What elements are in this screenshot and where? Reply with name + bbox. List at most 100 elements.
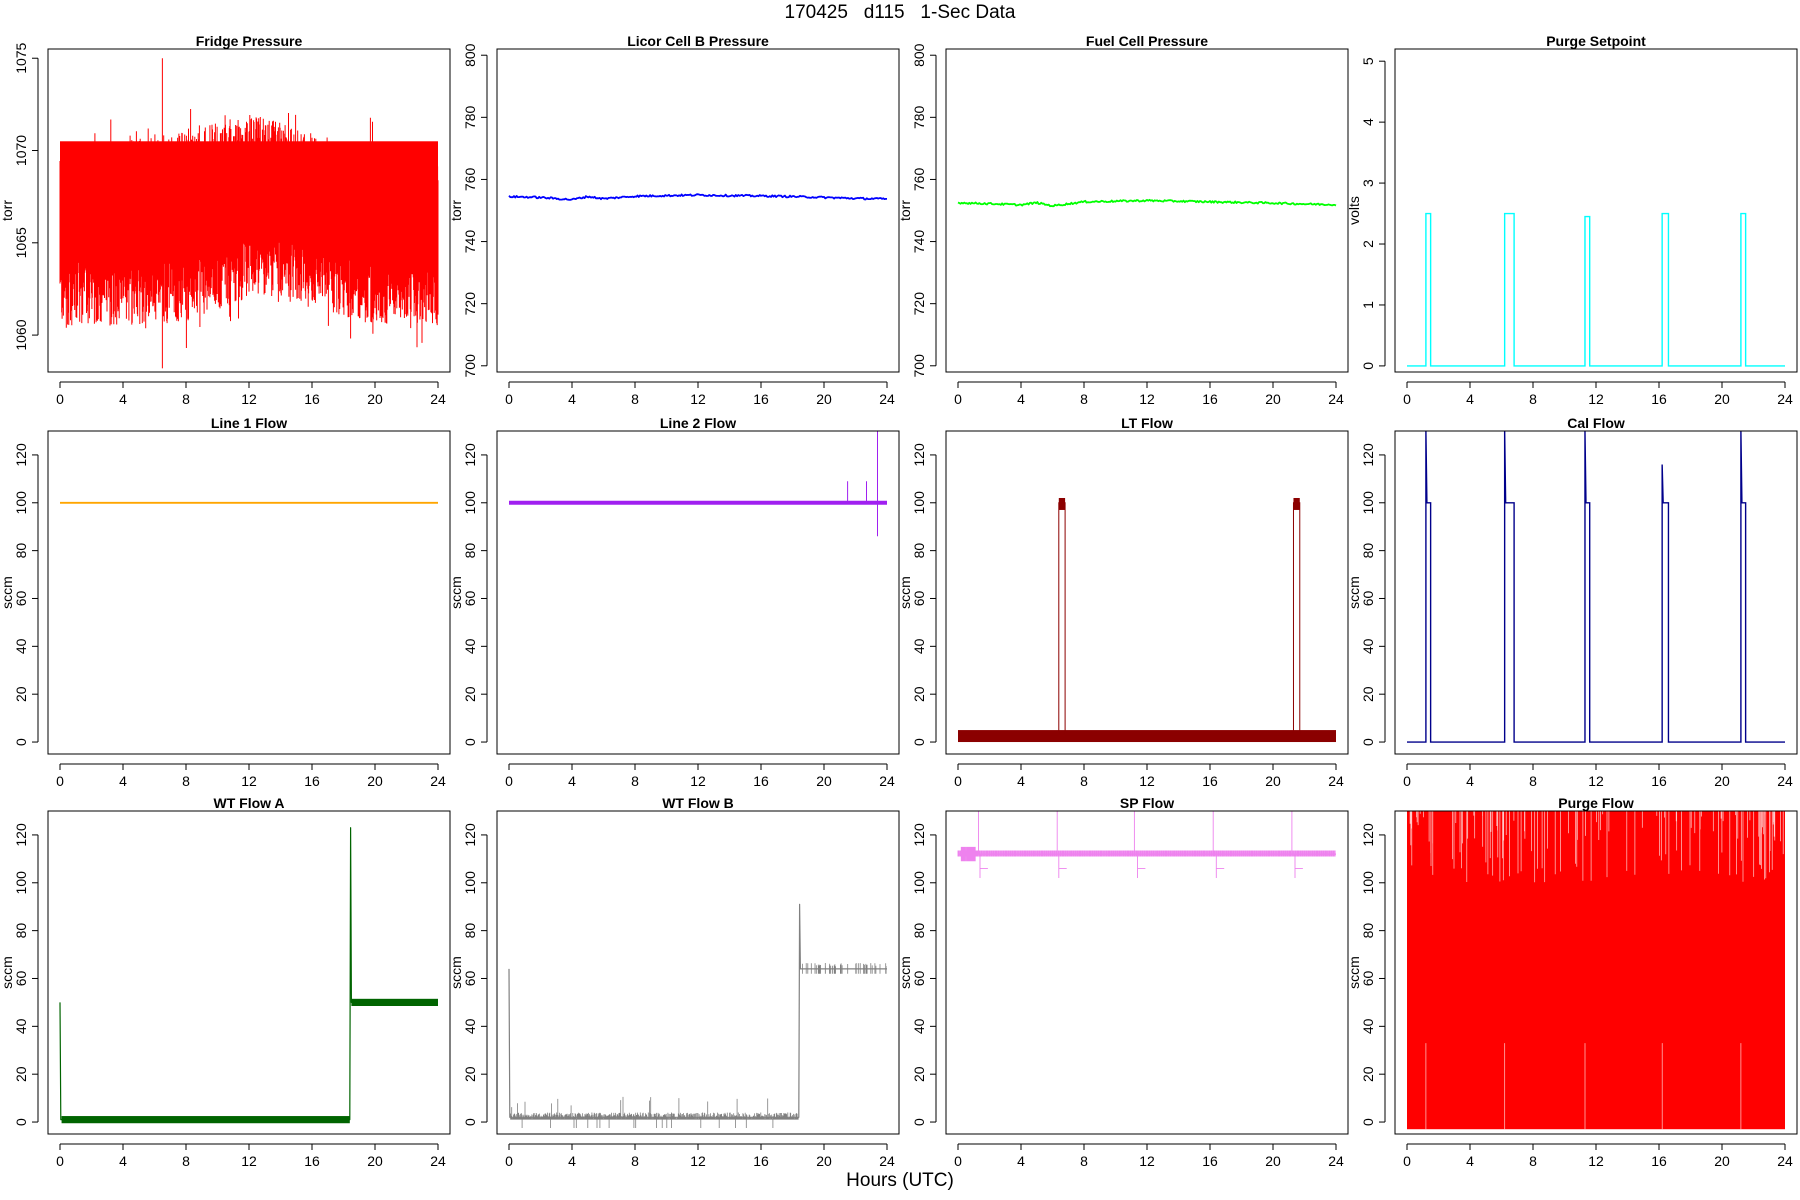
y-tick-label: 760 (911, 168, 927, 192)
panel-title: Line 1 Flow (211, 415, 287, 431)
x-tick-label: 8 (1529, 391, 1537, 407)
x-tick-label: 8 (182, 1153, 190, 1169)
x-tick-label: 20 (1265, 773, 1281, 789)
y-tick-label: 120 (1360, 443, 1376, 467)
x-tick-label: 24 (430, 391, 446, 407)
y-tick-label: 0 (911, 1118, 927, 1126)
x-tick-label: 16 (304, 773, 320, 789)
x-tick-label: 4 (119, 773, 127, 789)
series-line (508, 193, 887, 201)
x-tick-label: 8 (631, 391, 639, 407)
y-tick-label: 1 (1360, 301, 1376, 309)
plot-area (508, 903, 887, 1128)
fill-band (1407, 811, 1785, 1130)
x-tick-label: 12 (690, 1153, 706, 1169)
x-tick-label: 20 (1265, 391, 1281, 407)
plot-frame (1394, 810, 1798, 1135)
y-tick-label: 700 (911, 354, 927, 378)
y-tick-label: 100 (13, 871, 29, 895)
x-tick-label: 4 (568, 391, 576, 407)
y-tick-label: 20 (1360, 686, 1376, 702)
x-tick-label: 16 (304, 391, 320, 407)
x-tick-label: 20 (1714, 1153, 1730, 1169)
x-tick-label: 12 (1139, 1153, 1155, 1169)
x-tick-label: 8 (182, 391, 190, 407)
x-tick-label: 16 (1651, 1153, 1667, 1169)
x-tick-label: 24 (1328, 391, 1344, 407)
y-tick-label: 40 (911, 638, 927, 654)
plot-frame (945, 810, 1349, 1135)
x-tick-label: 24 (430, 773, 446, 789)
y-axis-label: torr (0, 200, 15, 221)
y-tick-label: 720 (911, 292, 927, 316)
y-tick-label: 80 (1360, 923, 1376, 939)
x-tick-label: 4 (1017, 773, 1025, 789)
x-tick-label: 12 (1588, 1153, 1604, 1169)
series-wtb (508, 903, 887, 1128)
y-tick-label: 800 (911, 43, 927, 67)
y-tick-label: 100 (1360, 491, 1376, 515)
x-axis: 0 4 8 12 16 20 24 (954, 1143, 1344, 1169)
panel-cal: Cal Flow 0 4 8 12 16 20 24 0 20 40 60 80 100 120 sccm (1346, 415, 1798, 789)
plot-area (1407, 811, 1785, 1130)
y-tick-label: 120 (911, 443, 927, 467)
y-axis: 1060 1065 1070 1075 torr (0, 42, 39, 351)
y-tick-label: 60 (1360, 590, 1376, 606)
figure-title: 170425 d115 1-Sec Data (784, 2, 1016, 23)
x-axis: 0 4 8 12 16 20 24 (1403, 763, 1793, 789)
x-tick-label: 16 (1651, 391, 1667, 407)
plot-area (1407, 212, 1785, 367)
y-tick-label: 20 (911, 1066, 927, 1082)
plot-area (957, 198, 1337, 208)
panel-lt: LT Flow 0 4 8 12 16 20 24 0 20 40 60 80 100 120 sccm (897, 415, 1349, 789)
panel-title: Line 2 Flow (660, 415, 736, 431)
y-tick-label: 40 (462, 1018, 478, 1034)
x-tick-label: 16 (753, 773, 769, 789)
x-tick-label: 8 (1080, 773, 1088, 789)
x-tick-label: 8 (1080, 391, 1088, 407)
panel-title: Licor Cell B Pressure (627, 33, 769, 49)
y-tick-label: 40 (1360, 1018, 1376, 1034)
x-tick-label: 4 (1466, 391, 1474, 407)
panel-line1: Line 1 Flow 0 4 8 12 16 20 24 0 20 40 60 80 100 120 scc… (0, 415, 451, 789)
x-axis: 0 4 8 12 16 20 24 (56, 1143, 446, 1169)
y-tick-label: 0 (1360, 362, 1376, 370)
y-tick-label: 60 (462, 590, 478, 606)
x-tick-label: 16 (753, 391, 769, 407)
series-line (957, 198, 1337, 208)
y-tick-label: 80 (13, 543, 29, 559)
x-tick-label: 24 (1328, 773, 1344, 789)
panel-sp: SP Flow 0 4 8 12 16 20 24 0 20 40 60 80 100 120 sccm (897, 795, 1349, 1169)
x-tick-label: 20 (816, 1153, 832, 1169)
y-tick-label: 0 (1360, 1118, 1376, 1126)
y-tick-label: 1075 (13, 42, 29, 73)
y-tick-label: 780 (462, 105, 478, 129)
y-axis: 0 1 2 3 4 5 volts (1346, 57, 1386, 370)
panel-title: SP Flow (1120, 795, 1174, 811)
x-axis: 0 4 8 12 16 20 24 (1403, 381, 1793, 407)
panel-title: Purge Setpoint (1546, 33, 1646, 49)
y-axis-label: sccm (1346, 576, 1362, 609)
series-line (1407, 212, 1785, 367)
panel-wtb: WT Flow B 0 4 8 12 16 20 24 0 20 40 60 80 100 120 sccm (448, 795, 900, 1169)
panel-title: Purge Flow (1558, 795, 1634, 811)
y-tick-label: 780 (911, 105, 927, 129)
panel-licor: Licor Cell B Pressure 0 4 8 12 16 20 24 700 720 74… (448, 33, 900, 407)
plot-area (59, 827, 438, 1124)
panel-title: Fuel Cell Pressure (1086, 33, 1208, 49)
x-tick-label: 4 (1466, 773, 1474, 789)
x-tick-label: 20 (1714, 773, 1730, 789)
y-tick-label: 3 (1360, 179, 1376, 187)
x-tick-label: 12 (241, 391, 257, 407)
panel-wta: WT Flow A 0 4 8 12 16 20 24 0 20 40 60 80 100 120 sccm (0, 795, 451, 1169)
x-axis: 0 4 8 12 16 20 24 (56, 763, 446, 789)
noise-gaps (1409, 811, 1784, 1130)
y-tick-label: 760 (462, 168, 478, 192)
x-tick-label: 20 (367, 391, 383, 407)
plot-area (1407, 431, 1785, 743)
panel-line2: Line 2 Flow 0 4 8 12 16 20 24 0 20 40 60 80 100 120 scc… (448, 415, 900, 789)
x-tick-label: 24 (430, 1153, 446, 1169)
series-line (508, 903, 887, 1118)
y-axis: 0 20 40 60 80 100 120 sccm (0, 443, 39, 746)
series-wta (59, 827, 438, 1124)
